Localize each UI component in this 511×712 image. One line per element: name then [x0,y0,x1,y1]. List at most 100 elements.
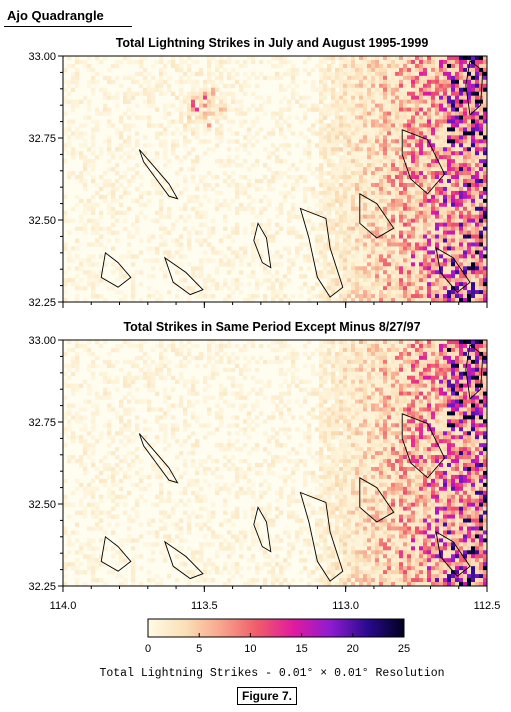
heatmap-cell [287,246,292,251]
heatmap-cell [423,171,428,176]
heatmap-cell [95,155,100,160]
heatmap-cell [107,119,112,124]
heatmap-cell [231,278,236,283]
heatmap-cell [423,194,428,200]
heatmap-cell [467,286,472,291]
heatmap-cell [375,79,380,85]
heatmap-cell [395,375,400,380]
heatmap-cell [75,246,80,251]
heatmap-cell [115,198,120,204]
heatmap-cell [219,359,224,365]
heatmap-cell [431,107,436,112]
heatmap-cell [479,242,484,247]
heatmap-cell [231,171,236,176]
heatmap-cell [399,258,404,263]
heatmap-cell [475,115,480,120]
heatmap-cell [463,123,468,128]
heatmap-cell [187,67,192,73]
heatmap-cell [399,190,404,196]
heatmap-cell [451,75,456,81]
heatmap-cell [471,91,476,96]
heatmap-cell [159,343,164,349]
heatmap-cell [247,56,252,61]
heatmap-cell [415,67,420,73]
heatmap-cell [471,167,476,172]
heatmap-cell [359,119,364,124]
heatmap-cell [403,167,408,172]
heatmap-cell [459,343,464,349]
heatmap-cell [335,286,340,291]
heatmap-cell [295,355,300,361]
heatmap-cell [451,63,456,69]
heatmap-cell [455,254,460,259]
heatmap-cell [459,379,464,384]
heatmap-cell [355,79,360,85]
heatmap-cell [419,127,424,132]
heatmap-cell [391,371,396,377]
heatmap-cell [335,222,340,227]
heatmap-cell [315,210,320,216]
heatmap-cell [435,359,440,365]
heatmap-cell [287,218,292,223]
heatmap-cell [83,131,88,136]
heatmap-cell [295,179,300,184]
heatmap-cell [275,56,280,61]
heatmap-cell [275,206,280,212]
heatmap-cell [255,159,260,164]
heatmap-cell [359,194,364,200]
heatmap-cell [339,103,344,108]
heatmap-cell [467,111,472,116]
heatmap-cell [363,210,368,216]
heatmap-cell [439,91,444,96]
heatmap-cell [399,343,404,349]
heatmap-cell [235,286,240,291]
heatmap-cell [403,182,408,188]
heatmap-cell [435,147,440,152]
heatmap-cell [419,167,424,172]
heatmap-cell [323,83,328,89]
heatmap-cell [391,266,396,271]
heatmap-cell [331,226,336,231]
heatmap-cell [395,175,400,180]
heatmap-cell [399,210,404,216]
heatmap-cell [347,123,352,128]
heatmap-cell [467,238,472,243]
heatmap-cell [271,282,276,287]
heatmap-cell [199,242,204,247]
heatmap-cell [451,67,456,73]
heatmap-cell [431,56,436,61]
heatmap-cell [203,186,208,192]
heatmap-cell [403,111,408,116]
heatmap-cell [359,87,364,93]
heatmap-cell [123,111,128,116]
heatmap-cell [67,340,72,345]
heatmap-cell [435,111,440,116]
heatmap-cell [399,242,404,247]
heatmap-cell [415,254,420,259]
heatmap-cell [331,266,336,271]
heatmap-cell [295,367,300,373]
heatmap-cell [187,387,192,392]
heatmap-cell [443,115,448,120]
heatmap-cell [319,242,324,247]
heatmap-cell [371,103,376,108]
heatmap-cell [215,351,220,357]
heatmap-cell [231,230,236,235]
heatmap-cell [151,99,156,104]
heatmap-cell [67,127,72,132]
heatmap-cell [483,347,488,353]
heatmap-cell [127,135,132,140]
heatmap-cell [63,371,68,377]
heatmap-cell [451,198,456,204]
heatmap-cell [371,143,376,148]
heatmap-cell [435,266,440,271]
heatmap-cell [439,371,444,377]
heatmap-cell [471,266,476,271]
heatmap-cell [427,238,432,243]
heatmap-cell [387,230,392,235]
heatmap-cell [383,214,388,219]
heatmap-cell [375,99,380,104]
heatmap-cell [399,91,404,96]
heatmap-cell [199,111,204,116]
heatmap-cell [339,163,344,168]
